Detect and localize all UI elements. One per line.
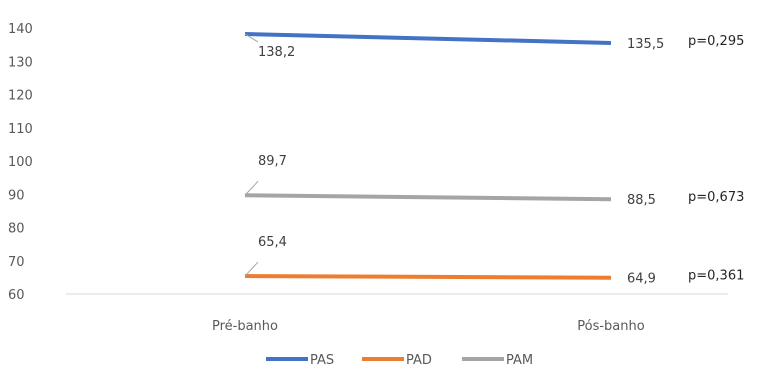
p-value-label: p=0,295 xyxy=(688,34,744,49)
series-line xyxy=(244,274,612,280)
legend-label: PAM xyxy=(506,353,533,368)
series-layer: 138,2 135,5 p=0,295 65,4 64,9 p=0,361 89,7 88,5… xyxy=(244,31,744,287)
legend-label: PAS xyxy=(310,353,334,368)
leader-line xyxy=(244,180,259,196)
leader-line xyxy=(244,261,259,277)
series-line xyxy=(244,193,612,202)
leader-line xyxy=(244,33,259,43)
legend: PAS PAD PAM xyxy=(266,353,533,368)
legend-label: PAD xyxy=(406,353,432,368)
y-tick-label: 110 xyxy=(8,122,33,137)
x-tick-label: Pós-banho xyxy=(577,319,644,334)
series-line xyxy=(244,31,612,45)
y-tick-label: 130 xyxy=(8,55,33,70)
y-tick-label: 90 xyxy=(8,188,25,203)
data-label: 138,2 xyxy=(258,45,295,60)
p-value-label: p=0,361 xyxy=(688,269,744,284)
p-value-label: p=0,673 xyxy=(688,190,744,205)
data-label: 65,4 xyxy=(258,235,287,250)
series-pas: 138,2 135,5 p=0,295 xyxy=(244,31,744,60)
y-tick-label: 140 xyxy=(8,22,33,37)
y-tick-label: 70 xyxy=(8,255,25,270)
data-label: 64,9 xyxy=(627,272,656,287)
y-tick-label: 80 xyxy=(8,222,25,237)
x-tick-label: Pré-banho xyxy=(212,319,278,334)
y-tick-label: 100 xyxy=(8,155,33,170)
series-pad: 65,4 64,9 p=0,361 xyxy=(244,235,744,287)
data-label: 89,7 xyxy=(258,154,287,169)
x-axis-ticks: Pré-banho Pós-banho xyxy=(212,319,645,334)
series-pam: 89,7 88,5 p=0,673 xyxy=(244,154,744,208)
y-tick-label: 60 xyxy=(8,288,25,303)
data-label: 88,5 xyxy=(627,193,656,208)
data-label: 135,5 xyxy=(627,37,664,52)
y-tick-label: 120 xyxy=(8,89,33,104)
y-axis-ticks: 60 70 80 90 100 110 120 130 140 xyxy=(8,22,33,303)
